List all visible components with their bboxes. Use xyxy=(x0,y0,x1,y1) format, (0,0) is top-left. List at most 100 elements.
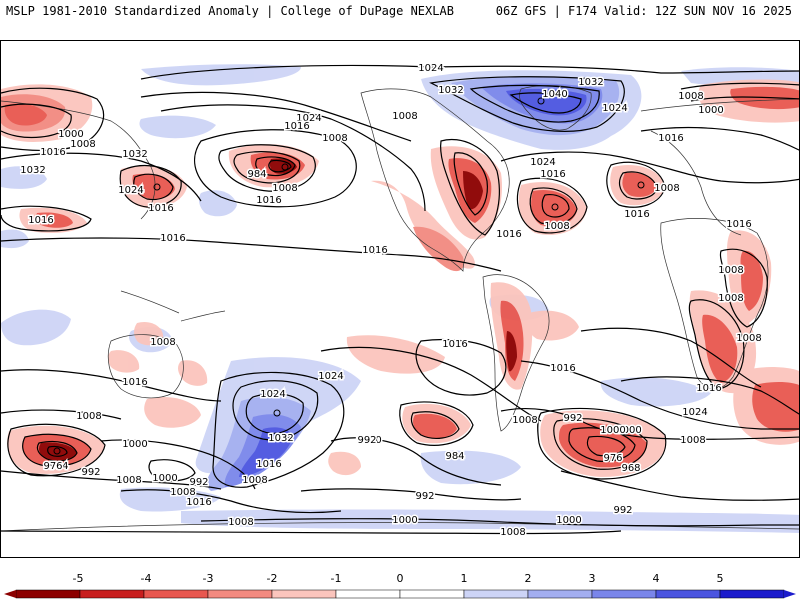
isobar-label: 1032 xyxy=(578,77,603,88)
colorbar-swatch xyxy=(719,589,785,599)
isobar-label: 1024 xyxy=(682,407,707,418)
isobar-label: 1024 xyxy=(118,185,143,196)
anomaly-blob xyxy=(1,229,29,249)
isobar xyxy=(133,173,174,201)
colorbar-high-arrow xyxy=(784,590,796,598)
isobar xyxy=(36,440,78,462)
isobar-label: 1032 xyxy=(122,149,147,160)
colorbar-tick-label: -2 xyxy=(267,572,278,585)
isobar xyxy=(120,489,342,514)
colorbar-swatch xyxy=(15,589,81,599)
isobar xyxy=(690,96,799,102)
isobar-label: 1024 xyxy=(296,113,321,124)
isobar xyxy=(537,407,667,480)
isobar-labels: 1024103210321040102410081000100010081016… xyxy=(19,62,763,540)
isobar-label: 1008 xyxy=(736,333,761,344)
isobar xyxy=(618,171,658,200)
isobar xyxy=(7,423,106,477)
isobar-label: 1024 xyxy=(530,157,555,168)
isobar-label: 984 xyxy=(49,461,68,472)
colorbar-swatch xyxy=(399,589,465,599)
colorbar-tick-label: -1 xyxy=(331,572,342,585)
isobar-label: 1008 xyxy=(544,221,569,232)
isobar-label: 992 xyxy=(357,435,376,446)
isobar-label: 1008 xyxy=(272,183,297,194)
isobar-label: 1008 xyxy=(170,487,195,498)
isobar-label: 1016 xyxy=(186,497,211,508)
anomaly-blob xyxy=(328,451,361,476)
isobar-label: 1008 xyxy=(654,183,679,194)
anomaly-blob xyxy=(622,172,657,197)
isobar xyxy=(580,327,762,388)
anomaly-blob xyxy=(144,396,201,428)
colorbar-low-arrow xyxy=(4,590,16,598)
low-center xyxy=(551,203,559,211)
colorbar-tick-label: -5 xyxy=(73,572,84,585)
isobar xyxy=(399,401,474,446)
isobar-label: 1016 xyxy=(28,215,53,226)
isobar-label: 992 xyxy=(415,491,434,502)
anomaly-blob xyxy=(134,321,164,346)
coastline-north-america xyxy=(360,88,510,272)
anomaly-blob xyxy=(346,335,445,374)
isobar-label: 1008 xyxy=(718,293,743,304)
colorbar-swatch xyxy=(207,589,273,599)
colorbar-swatch xyxy=(463,589,529,599)
colorbar-tick-label: 5 xyxy=(717,572,724,585)
isobar-label: 1016 xyxy=(550,363,575,374)
isobar xyxy=(1,530,622,535)
isobar-label: 992 xyxy=(189,477,208,488)
isobar-label: 1016 xyxy=(122,377,147,388)
isobar-label: 1016 xyxy=(442,339,467,350)
isobar xyxy=(509,92,582,114)
coastline-africa xyxy=(660,218,769,390)
anomaly-blob xyxy=(4,103,47,126)
isobar-label: 1024 xyxy=(418,63,443,74)
isobar-label: 1000 xyxy=(122,439,147,450)
anomaly-blob xyxy=(752,381,799,432)
map-title: MSLP 1981-2010 Standardized Anomaly | Co… xyxy=(6,4,454,18)
colorbar-swatch xyxy=(143,589,209,599)
colorbar-swatch xyxy=(591,589,657,599)
isobar-label: 1000 xyxy=(616,425,641,436)
anomaly-blob xyxy=(506,331,517,372)
isobar-label: 1016 xyxy=(696,383,721,394)
low-center xyxy=(637,181,645,189)
isobar xyxy=(1,369,222,402)
isobar xyxy=(453,152,488,216)
isobar xyxy=(1,87,105,152)
isobar-label: 1000 xyxy=(556,515,581,526)
isobar-label: 1024 xyxy=(318,371,343,382)
isobar xyxy=(233,151,301,184)
isobar-label: 984 xyxy=(247,169,266,180)
colorbar: -5 -4 -3 -2 -1 0 1 2 3 4 5 xyxy=(0,566,800,600)
isobar-label: 1024 xyxy=(602,103,627,114)
isobar-label: 1008 xyxy=(70,139,95,150)
isobar-label: 1016 xyxy=(148,203,173,214)
isobar xyxy=(606,161,666,208)
isobar xyxy=(330,437,502,486)
isobar-label: 1008 xyxy=(718,265,743,276)
isobar-label: 1008 xyxy=(512,415,537,426)
isobar-label: 1016 xyxy=(40,147,65,158)
isobar-label: 1016 xyxy=(624,209,649,220)
coastlines xyxy=(1,85,799,532)
isobar xyxy=(194,129,357,208)
isobar xyxy=(140,64,799,80)
isobar-label: 1008 xyxy=(678,91,703,102)
isobar-label: 1008 xyxy=(242,475,267,486)
anomaly-blob xyxy=(178,360,208,386)
anomaly-blob xyxy=(527,310,579,341)
isobar-label: 1008 xyxy=(116,475,141,486)
isobar xyxy=(245,393,304,434)
isobar-label: 1040 xyxy=(542,89,567,100)
isobar-label: 992 xyxy=(613,505,632,516)
anomaly-blob xyxy=(108,350,140,373)
isobar xyxy=(553,418,648,470)
isobar xyxy=(640,126,799,151)
anomaly-blob xyxy=(269,158,297,174)
isobar-label: 1008 xyxy=(680,435,705,446)
isobar xyxy=(410,411,460,439)
low-center xyxy=(281,163,289,171)
anomaly-blob xyxy=(740,250,763,311)
